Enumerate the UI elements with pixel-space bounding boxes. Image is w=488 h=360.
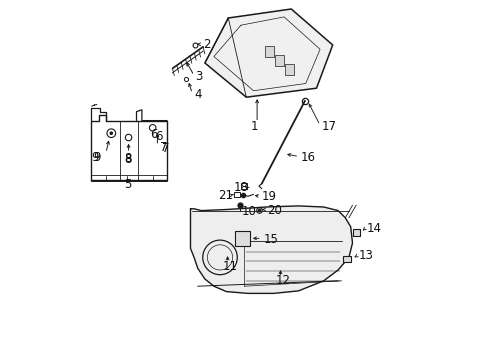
Text: 19: 19 (261, 190, 276, 203)
Text: 7: 7 (160, 141, 167, 154)
FancyBboxPatch shape (235, 231, 249, 246)
Text: 2: 2 (203, 39, 210, 51)
Text: 6: 6 (155, 130, 163, 143)
Text: 14: 14 (366, 222, 381, 235)
Text: 10: 10 (242, 205, 256, 218)
Text: 9: 9 (91, 151, 99, 164)
Text: 3: 3 (194, 70, 202, 83)
Text: 20: 20 (266, 204, 281, 217)
FancyBboxPatch shape (285, 64, 294, 75)
Text: 21: 21 (218, 189, 233, 202)
Text: 16: 16 (300, 151, 315, 164)
Text: 13: 13 (358, 249, 373, 262)
Text: 7: 7 (162, 142, 169, 155)
Text: 11: 11 (222, 260, 237, 273)
Text: 12: 12 (275, 274, 290, 287)
FancyBboxPatch shape (275, 55, 284, 66)
Text: 4: 4 (194, 88, 201, 101)
Text: 1: 1 (250, 120, 258, 133)
Text: 15: 15 (263, 233, 278, 246)
Text: 8: 8 (123, 153, 131, 166)
Polygon shape (190, 206, 352, 293)
Text: 6: 6 (149, 129, 157, 141)
FancyBboxPatch shape (343, 256, 350, 262)
Text: 9: 9 (93, 151, 101, 164)
Text: 18: 18 (233, 181, 248, 194)
FancyBboxPatch shape (264, 46, 273, 57)
Text: 17: 17 (321, 120, 335, 132)
Text: 8: 8 (123, 152, 131, 165)
Polygon shape (204, 9, 332, 97)
Text: 5: 5 (123, 178, 131, 191)
Circle shape (109, 131, 113, 135)
FancyBboxPatch shape (352, 229, 359, 236)
